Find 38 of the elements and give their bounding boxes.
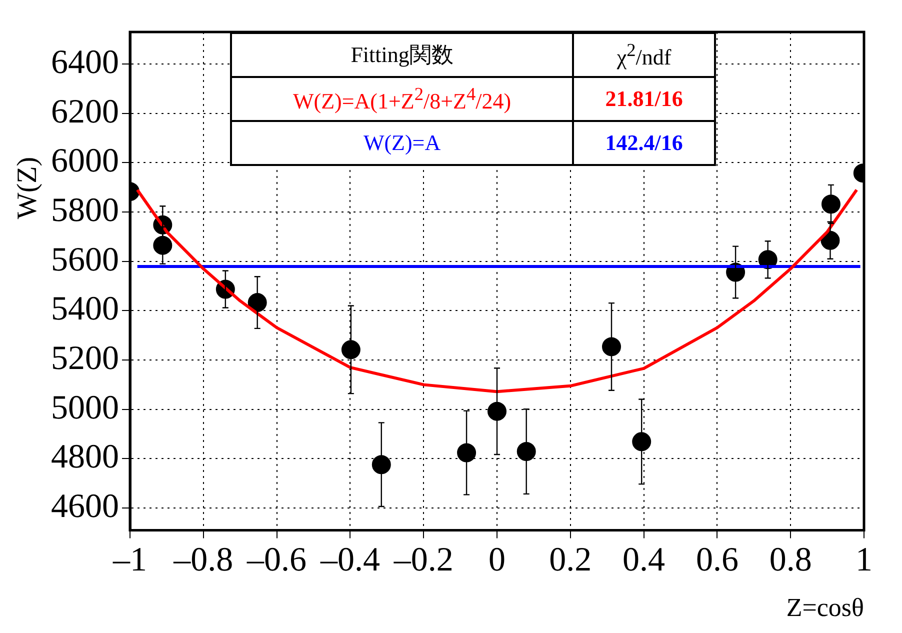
y-tick-label: 5600 (51, 241, 119, 278)
point (821, 194, 840, 214)
point (372, 455, 391, 474)
text: W(Z)=A (363, 130, 441, 155)
y-tick-label: 5200 (51, 340, 119, 377)
x-tick-label: –1 (112, 542, 147, 579)
point (341, 340, 360, 360)
x-axis-title: Z=cosθ (786, 593, 864, 623)
x-tick-label: 0 (488, 542, 506, 579)
x-tick-label: 0.6 (696, 542, 738, 579)
point (488, 402, 506, 421)
x-tick-label: –0.2 (392, 542, 454, 579)
y-tick-label: 6200 (51, 93, 119, 130)
annotation: 21.81/16 (573, 77, 715, 121)
annotation: 142.4/16 (573, 121, 715, 165)
y-tick-label: 5400 (51, 290, 119, 328)
point (602, 337, 622, 356)
x-tick-label: 0.2 (549, 542, 592, 579)
x-tick-label: –0.4 (319, 542, 380, 579)
y-tick-label: 6400 (51, 44, 119, 81)
point (632, 432, 652, 452)
x-tick-label: –0.6 (246, 542, 307, 579)
text: W(Z)=A(1+Z$^{2}$/8+Z$^{4}$/24) (292, 84, 512, 114)
y-tick-label: 4600 (51, 488, 119, 525)
point (457, 443, 476, 462)
point (153, 236, 172, 255)
x-tick-label: 1 (856, 542, 872, 579)
x-tick-label: –0.8 (172, 542, 234, 579)
y-tick-label: 4800 (51, 438, 119, 476)
x-tick-label: 0.4 (622, 542, 666, 579)
annotation: χ$^{2}$/ndf (573, 33, 715, 77)
point (516, 442, 536, 462)
y-tick-label: 5000 (51, 389, 119, 426)
y-tick-label: 5800 (51, 192, 119, 229)
annotation: Fitting関数 (231, 33, 574, 77)
y-tick-label: 6000 (51, 142, 119, 180)
y-axis-title: W(Z) (12, 156, 44, 220)
x-tick-label: 0.8 (769, 542, 812, 579)
